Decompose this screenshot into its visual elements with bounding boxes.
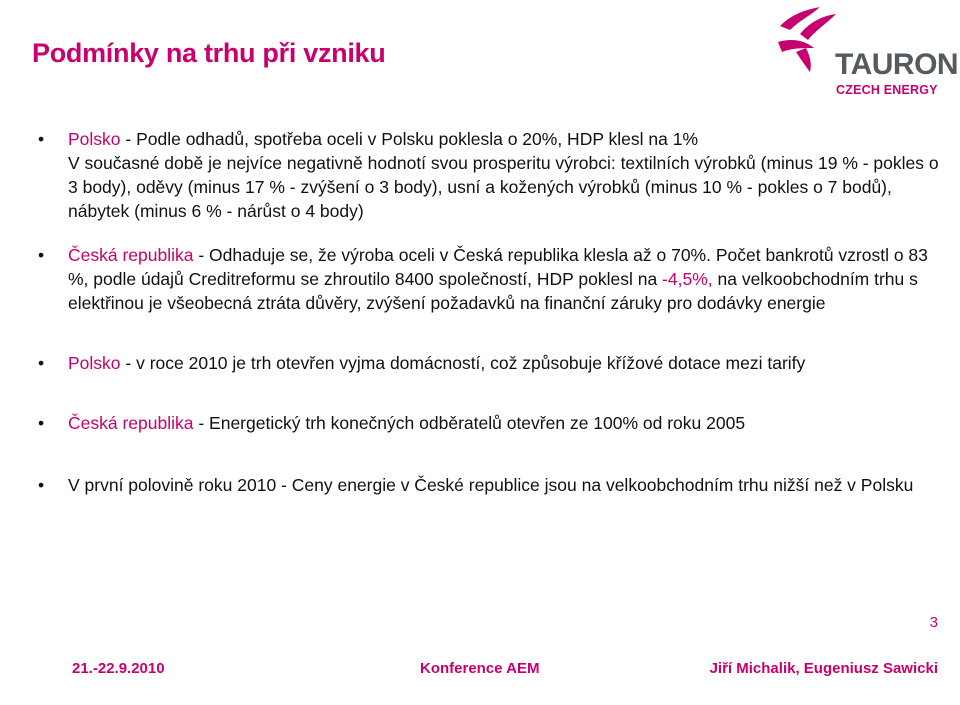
- bullet-text: V první polovině roku 2010 - Ceny energi…: [68, 475, 914, 495]
- bullet-text: na velkoobchodním trhu s elektřinou je v…: [68, 269, 918, 313]
- country-label: Česká republika: [68, 413, 194, 433]
- footer-event: Konference AEM: [420, 660, 540, 677]
- footer-date: 21.-22.9.2010: [72, 660, 165, 677]
- bullet-dot: •: [38, 353, 45, 373]
- logo-subtitle: CZECH ENERGY: [836, 83, 938, 97]
- bullet-text: - Podle odhadů, spotřeba oceli v Polsku …: [120, 129, 699, 149]
- bullet-dot: •: [38, 129, 45, 149]
- footer-authors: Jiří Michalik, Eugeniusz Sawicki: [709, 660, 938, 677]
- slide-title: Podmínky na trhu při vzniku: [32, 38, 386, 68]
- highlight-value: -4,5%,: [662, 269, 713, 289]
- bullet-text: V současné době je nejvíce negativně hod…: [68, 153, 939, 221]
- bullet-dot: •: [38, 475, 45, 495]
- country-label: Česká republika: [68, 245, 194, 265]
- bullet-item: • Česká republika - Odhaduje se, že výro…: [38, 243, 948, 315]
- bullet-dot: •: [38, 245, 45, 265]
- bullet-item: • V první polovině roku 2010 - Ceny ener…: [38, 473, 948, 497]
- tauron-logo: TAURON CZECH ENERGY: [770, 4, 959, 97]
- bullet-item: • Polsko - Podle odhadů, spotřeba oceli …: [38, 127, 948, 223]
- bullet-list: • Polsko - Podle odhadů, spotřeba oceli …: [38, 127, 948, 497]
- country-label: Polsko: [68, 353, 121, 373]
- bullet-item: • Česká republika - Energetický trh kone…: [38, 411, 948, 435]
- bullet-item: • Polsko - v roce 2010 je trh otevřen vy…: [38, 351, 948, 375]
- bullet-dot: •: [38, 413, 45, 433]
- country-label: Polsko: [68, 129, 121, 149]
- bullet-text: - Energetický trh konečných odběratelů o…: [193, 413, 746, 433]
- bullet-text: - Odhaduje se, že výroba oceli v Česká r…: [68, 245, 928, 289]
- bullet-text: - v roce 2010 je trh otevřen vyjma domác…: [120, 353, 806, 373]
- tauron-star-icon: [778, 7, 836, 72]
- logo-wordmark: TAURON: [835, 48, 959, 81]
- page-number: 3: [929, 614, 938, 631]
